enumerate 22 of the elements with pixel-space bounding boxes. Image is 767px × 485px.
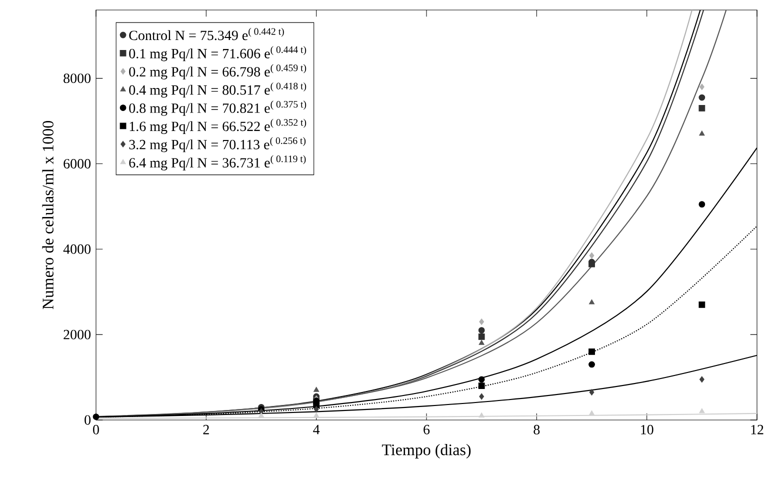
x-tick-label: 8	[534, 424, 540, 434]
legend-label: 3.2 mg Pq/l N = 70.113 e$^{( 0.256 t)}$	[129, 137, 306, 152]
x-tick-label: 12	[751, 424, 764, 434]
legend-label: 0.8 mg Pq/l N = 70.821 e$^{( 0.375 t)}$	[129, 100, 306, 116]
y-tick-label: 0	[84, 415, 91, 425]
x-tick-label: 6	[424, 424, 430, 434]
y-tick-label: 6000	[64, 159, 91, 168]
legend-label: 1.6 mg Pq/l N = 66.522 e$^{( 0.352 t)}$	[130, 118, 306, 134]
x-tick-label: 0	[93, 424, 99, 434]
legend-label: 0.1 mg Pq/l N = 71.606 e$^{( 0.444 t)}$	[129, 46, 306, 62]
y-tick-label: 8000	[64, 74, 91, 84]
legend-label: 0.2 mg Pq/l N = 66.798 e$^{( 0.459 t)}$	[129, 64, 306, 80]
y-tick-label: 4000	[63, 244, 91, 254]
y-axis-title: Numero de celulas/ml x 1000	[42, 120, 54, 310]
x-tick-label: 2	[203, 424, 209, 434]
x-axis-title: Tiempo (dias)	[382, 444, 471, 458]
y-tick-label: 2000	[64, 330, 91, 340]
x-tick-label: 10	[641, 424, 654, 434]
legend-label: Control N = 75.349 e$^{( 0.442 t)}$	[129, 28, 284, 40]
legend-label: 6.4 mg Pq/l N = 36.731 e$^{( 0.119 t)}$	[129, 155, 306, 170]
legend-label: 0.4 mg Pq/l N = 80.517 e$^{( 0.418 t)}$	[129, 82, 306, 98]
x-tick-label: 4	[313, 424, 320, 434]
